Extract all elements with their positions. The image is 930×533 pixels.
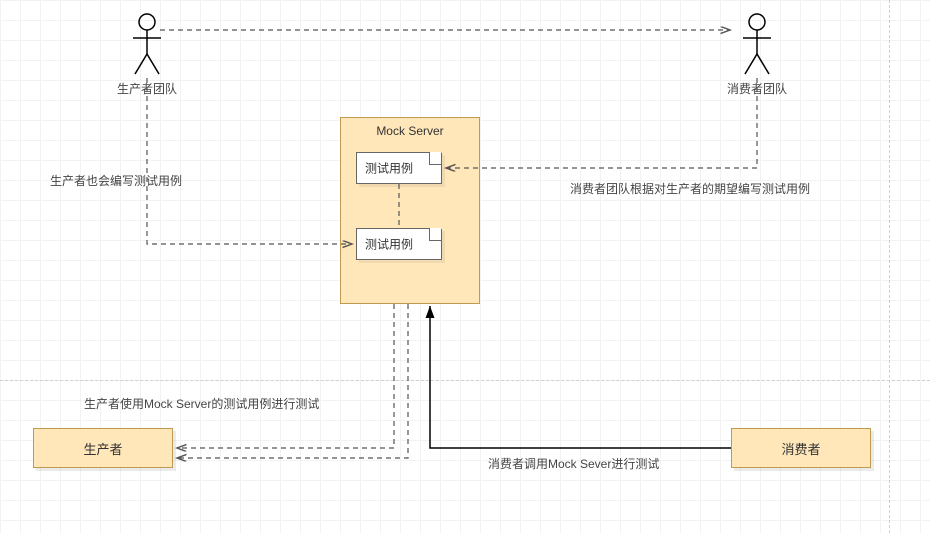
note-fold-icon — [429, 228, 442, 241]
consumer-node-label: 消费者 — [781, 439, 820, 458]
edge-label-producer-writes: 生产者也会编写测试用例 — [50, 172, 182, 189]
edge-label-consumer-calls-mock: 消费者调用Mock Sever进行测试 — [488, 455, 659, 472]
mock-server-title: Mock Server — [341, 124, 479, 138]
consumer-team-label: 消费者团队 — [727, 80, 787, 97]
edge-label-producer-uses-mock: 生产者使用Mock Server的测试用例进行测试 — [84, 395, 319, 412]
producer-node: 生产者 — [33, 428, 173, 468]
test-case-top-label: 测试用例 — [365, 160, 413, 177]
edge-label-consumer-writes: 消费者团队根据对生产者的期望编写测试用例 — [570, 180, 810, 197]
producer-node-label: 生产者 — [83, 439, 122, 458]
mock-server-container: Mock Server — [340, 117, 480, 304]
test-case-note-top: 测试用例 — [356, 152, 442, 184]
region-divider-horizontal — [0, 380, 930, 381]
producer-team-label: 生产者团队 — [117, 80, 177, 97]
region-divider-vertical — [889, 0, 890, 533]
note-fold-icon — [429, 152, 442, 165]
consumer-node: 消费者 — [731, 428, 871, 468]
diagram-canvas: Mock Server 测试用例 测试用例 生产者 消费者 生产者团队 消费者团… — [0, 0, 930, 533]
test-case-bottom-label: 测试用例 — [365, 236, 413, 253]
test-case-note-bottom: 测试用例 — [356, 228, 442, 260]
